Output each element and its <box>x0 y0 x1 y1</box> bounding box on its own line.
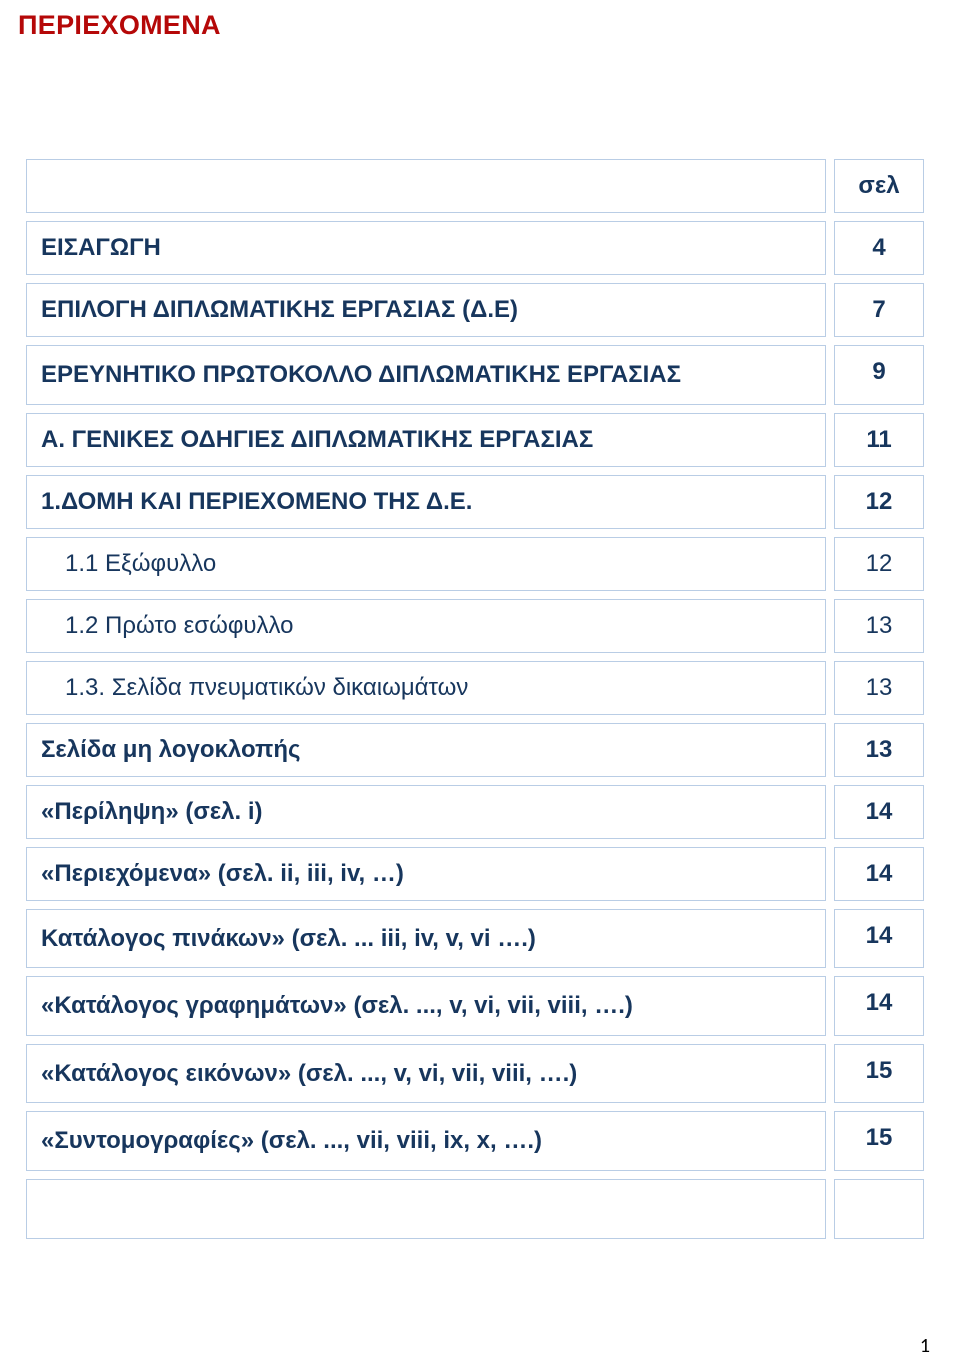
toc-label: ΕΠΙΛΟΓΗ ΔΙΠΛΩΜΑΤΙΚΗΣ ΕΡΓΑΣΙΑΣ (Δ.Ε) <box>26 283 826 337</box>
toc-label: ΕΙΣΑΓΩΓΗ <box>26 221 826 275</box>
toc-label: Σελίδα μη λογοκλοπής <box>26 723 826 777</box>
toc-page: 15 <box>834 1044 924 1104</box>
page-title: ΠΕΡΙΕΧΟΜΕΝΑ <box>18 10 932 41</box>
toc-row: «Συντομογραφίες» (σελ. ..., vii, viii, i… <box>26 1111 924 1171</box>
toc-page: 11 <box>834 413 924 467</box>
toc-row: ΕΡΕΥΝΗΤΙΚΟ ΠΡΩΤΟΚΟΛΛΟ ΔΙΠΛΩΜΑΤΙΚΗΣ ΕΡΓΑΣ… <box>26 345 924 405</box>
toc-label: 1.ΔΟΜΗ ΚΑΙ ΠΕΡΙΕΧΟΜΕΝΟ ΤΗΣ Δ.Ε. <box>26 475 826 529</box>
toc-label: «Περίληψη» (σελ. i) <box>26 785 826 839</box>
toc-label: «Κατάλογος γραφημάτων» (σελ. ..., v, vi,… <box>26 976 826 1036</box>
toc-label: «Συντομογραφίες» (σελ. ..., vii, viii, i… <box>26 1111 826 1171</box>
toc-page: 12 <box>834 475 924 529</box>
toc-page: 9 <box>834 345 924 405</box>
toc-row: Α. ΓΕΝΙΚΕΣ ΟΔΗΓΙΕΣ ΔΙΠΛΩΜΑΤΙΚΗΣ ΕΡΓΑΣΙΑΣ… <box>26 413 924 467</box>
toc-page: 4 <box>834 221 924 275</box>
page-number: 1 <box>920 1334 930 1358</box>
toc-row: «Περίληψη» (σελ. i)14 <box>26 785 924 839</box>
toc-row: 1.ΔΟΜΗ ΚΑΙ ΠΕΡΙΕΧΟΜΕΝΟ ΤΗΣ Δ.Ε.12 <box>26 475 924 529</box>
toc-label: ΕΡΕΥΝΗΤΙΚΟ ΠΡΩΤΟΚΟΛΛΟ ΔΙΠΛΩΜΑΤΙΚΗΣ ΕΡΓΑΣ… <box>26 345 826 405</box>
toc-label: 1.2 Πρώτο εσώφυλλο <box>26 599 826 653</box>
toc-label <box>26 1179 826 1239</box>
toc-row: Κατάλογος πινάκων» (σελ. ... iii, iv, v,… <box>26 909 924 969</box>
toc-row: ΕΠΙΛΟΓΗ ΔΙΠΛΩΜΑΤΙΚΗΣ ΕΡΓΑΣΙΑΣ (Δ.Ε)7 <box>26 283 924 337</box>
toc-row: Σελίδα μη λογοκλοπής13 <box>26 723 924 777</box>
toc-label: «Περιεχόμενα» (σελ. ii, iii, iv, …) <box>26 847 826 901</box>
toc-page: 12 <box>834 537 924 591</box>
toc-label: «Κατάλογος εικόνων» (σελ. ..., v, vi, vi… <box>26 1044 826 1104</box>
toc-row: «Κατάλογος εικόνων» (σελ. ..., v, vi, vi… <box>26 1044 924 1104</box>
toc-table: σελ ΕΙΣΑΓΩΓΗ4ΕΠΙΛΟΓΗ ΔΙΠΛΩΜΑΤΙΚΗΣ ΕΡΓΑΣΙ… <box>18 151 932 1247</box>
toc-page: 14 <box>834 976 924 1036</box>
toc-label: 1.1 Εξώφυλλο <box>26 537 826 591</box>
toc-page: 14 <box>834 847 924 901</box>
toc-page: 13 <box>834 723 924 777</box>
toc-label: 1.3. Σελίδα πνευματικών δικαιωμάτων <box>26 661 826 715</box>
toc-body: σελ ΕΙΣΑΓΩΓΗ4ΕΠΙΛΟΓΗ ΔΙΠΛΩΜΑΤΙΚΗΣ ΕΡΓΑΣΙ… <box>26 159 924 1239</box>
toc-row: 1.2 Πρώτο εσώφυλλο13 <box>26 599 924 653</box>
toc-header-right: σελ <box>834 159 924 213</box>
toc-label: Α. ΓΕΝΙΚΕΣ ΟΔΗΓΙΕΣ ΔΙΠΛΩΜΑΤΙΚΗΣ ΕΡΓΑΣΙΑΣ <box>26 413 826 467</box>
toc-page: 14 <box>834 909 924 969</box>
toc-page: 15 <box>834 1111 924 1171</box>
toc-row: «Κατάλογος γραφημάτων» (σελ. ..., v, vi,… <box>26 976 924 1036</box>
toc-row: «Περιεχόμενα» (σελ. ii, iii, iv, …)14 <box>26 847 924 901</box>
toc-row: ΕΙΣΑΓΩΓΗ4 <box>26 221 924 275</box>
toc-page <box>834 1179 924 1239</box>
toc-page: 13 <box>834 661 924 715</box>
toc-header-row: σελ <box>26 159 924 213</box>
toc-page: 7 <box>834 283 924 337</box>
toc-row-empty <box>26 1179 924 1239</box>
toc-label: Κατάλογος πινάκων» (σελ. ... iii, iv, v,… <box>26 909 826 969</box>
toc-row: 1.1 Εξώφυλλο12 <box>26 537 924 591</box>
toc-page: 13 <box>834 599 924 653</box>
toc-header-left <box>26 159 826 213</box>
toc-page: 14 <box>834 785 924 839</box>
toc-row: 1.3. Σελίδα πνευματικών δικαιωμάτων13 <box>26 661 924 715</box>
